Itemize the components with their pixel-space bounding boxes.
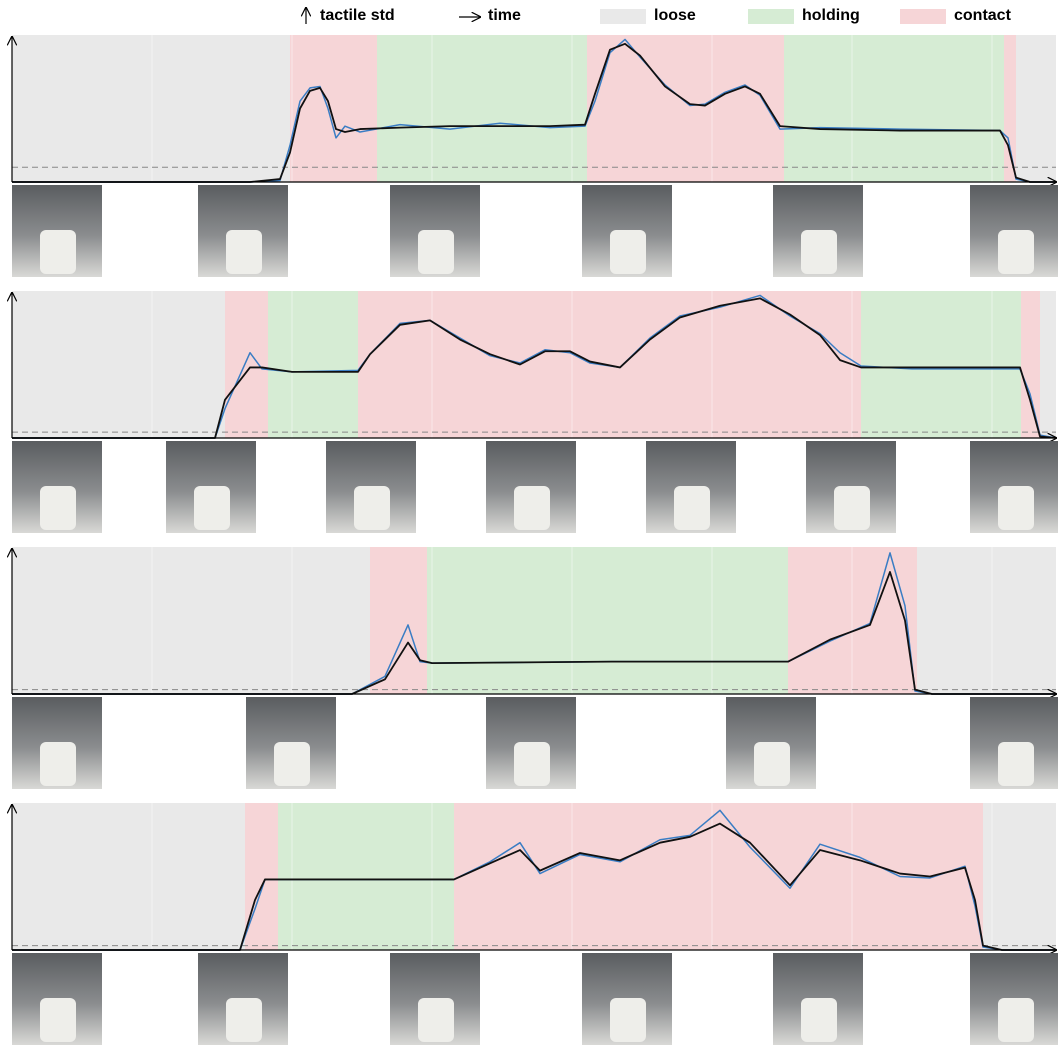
gripper-shape	[801, 998, 837, 1042]
phase-region	[12, 35, 290, 182]
phase-region	[245, 803, 278, 950]
gripper-shape	[514, 486, 550, 530]
legend-label: loose	[654, 7, 696, 24]
gripper-shape	[754, 742, 790, 786]
figure: tactile std time loose holding contact	[0, 0, 1058, 1047]
gripper-shape	[274, 742, 310, 786]
legend: tactile std time loose holding contact	[306, 7, 1012, 24]
panel	[12, 35, 1058, 277]
legend-swatch	[748, 9, 794, 24]
gripper-shape	[418, 230, 454, 274]
phase-region	[1040, 291, 1056, 438]
legend-y-label: tactile std	[320, 7, 395, 24]
legend-label: contact	[954, 7, 1012, 24]
legend-label: holding	[802, 7, 860, 24]
phase-region	[370, 547, 427, 694]
gripper-shape	[40, 998, 76, 1042]
phase-region	[12, 547, 370, 694]
phase-region	[917, 547, 1056, 694]
gripper-shape	[194, 486, 230, 530]
panel	[12, 291, 1058, 533]
phase-region	[861, 291, 1021, 438]
phase-region	[377, 35, 587, 182]
gripper-shape	[610, 998, 646, 1042]
phase-region	[12, 291, 225, 438]
gripper-shape	[998, 742, 1034, 786]
phase-region	[587, 35, 784, 182]
gripper-shape	[40, 742, 76, 786]
legend-swatch	[600, 9, 646, 24]
phase-region	[983, 803, 1056, 950]
phase-region	[268, 291, 358, 438]
gripper-shape	[998, 230, 1034, 274]
gripper-shape	[674, 486, 710, 530]
phase-region	[784, 35, 1004, 182]
panel	[12, 803, 1058, 1045]
gripper-shape	[514, 742, 550, 786]
gripper-shape	[226, 998, 262, 1042]
gripper-shape	[834, 486, 870, 530]
gripper-shape	[801, 230, 837, 274]
phase-region	[290, 35, 377, 182]
phase-region	[1004, 35, 1016, 182]
gripper-shape	[418, 998, 454, 1042]
panel	[12, 547, 1058, 789]
phase-region	[278, 803, 454, 950]
phase-region	[1021, 291, 1040, 438]
phase-region	[225, 291, 268, 438]
legend-swatch	[900, 9, 946, 24]
gripper-shape	[40, 230, 76, 274]
legend-x-label: time	[488, 7, 521, 24]
gripper-shape	[610, 230, 646, 274]
gripper-shape	[226, 230, 262, 274]
phase-region	[12, 803, 245, 950]
gripper-shape	[998, 486, 1034, 530]
phase-region	[1016, 35, 1056, 182]
gripper-shape	[354, 486, 390, 530]
phase-region	[427, 547, 788, 694]
gripper-shape	[998, 998, 1034, 1042]
gripper-shape	[40, 486, 76, 530]
